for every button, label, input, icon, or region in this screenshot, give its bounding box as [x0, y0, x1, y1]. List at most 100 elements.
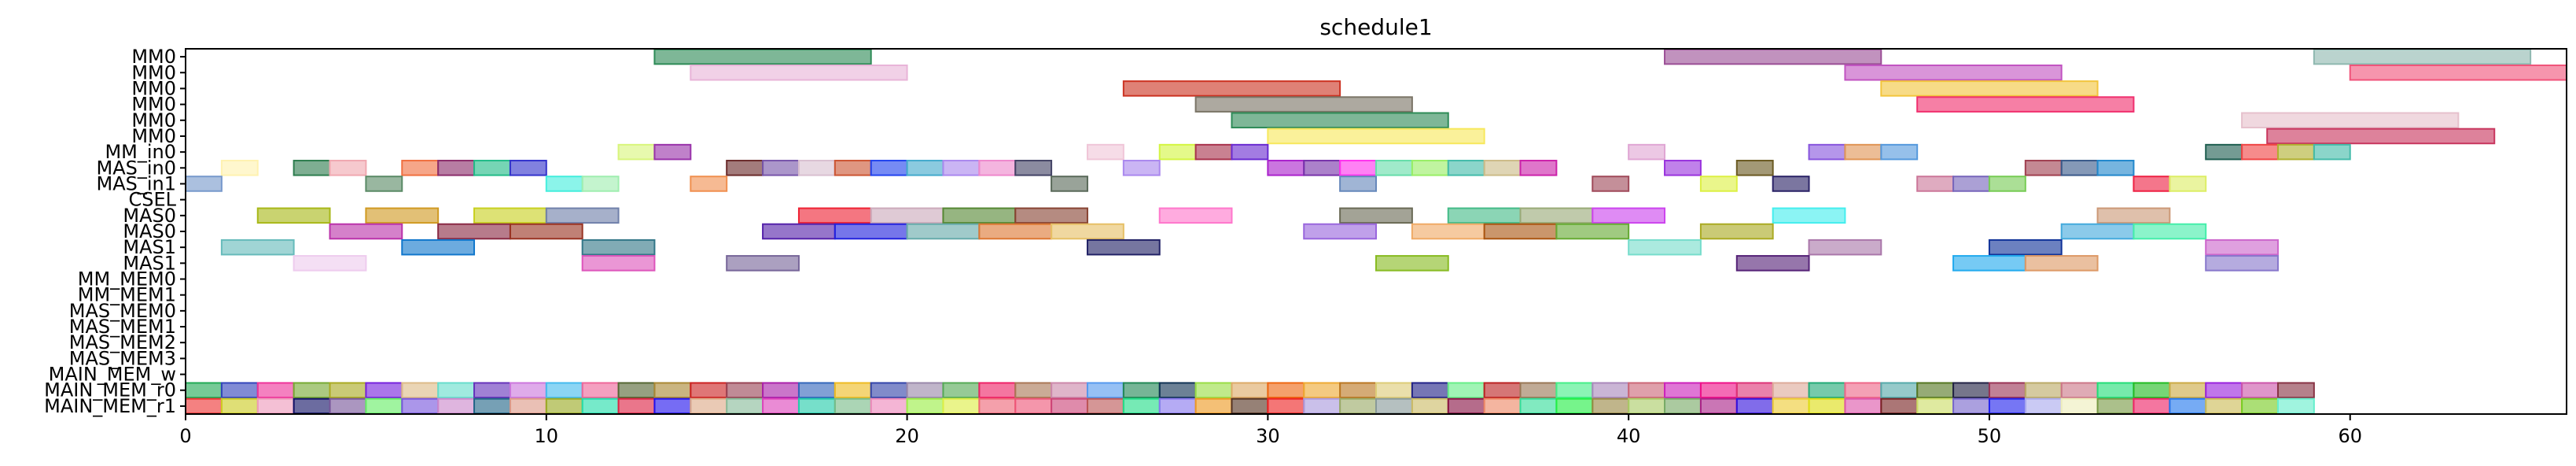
task-bar: [1952, 176, 1990, 192]
task-bar: [581, 239, 656, 256]
task-bar: [329, 223, 403, 240]
y-tick-label: MAS0: [123, 220, 176, 242]
task-bar: [1592, 207, 1666, 224]
task-bar: [834, 160, 872, 176]
task-bar: [1051, 398, 1088, 415]
task-bar: [762, 223, 836, 240]
task-bar: [1411, 160, 1449, 176]
y-tick-label: MAS1: [123, 236, 176, 258]
task-bar: [1447, 382, 1485, 399]
task-bar: [1808, 382, 1846, 399]
y-tick-label: MM_in0: [105, 141, 176, 163]
y-tick-label: MAS_MEM2: [69, 331, 176, 353]
task-bar: [1267, 382, 1305, 399]
task-bar: [834, 398, 872, 415]
task-bar: [1664, 48, 1882, 65]
task-bar: [1952, 255, 2026, 272]
task-bar: [329, 160, 367, 176]
task-bar: [1628, 239, 1702, 256]
task-bar: [1231, 382, 1269, 399]
task-bar: [2096, 160, 2135, 176]
task-bar: [1988, 382, 2026, 399]
task-bar: [1772, 382, 1810, 399]
x-tick-label: 30: [1256, 425, 1280, 447]
task-bar: [1086, 382, 1124, 399]
task-bar: [1916, 382, 1955, 399]
y-tick-label: MAS_MEM1: [69, 316, 176, 338]
task-bar: [437, 160, 476, 176]
task-bar: [2096, 382, 2135, 399]
task-bar: [185, 176, 223, 192]
task-bar: [1375, 398, 1413, 415]
task-bar: [1051, 176, 1088, 192]
task-bar: [1231, 112, 1449, 129]
task-bar: [2276, 382, 2315, 399]
task-bar: [1880, 398, 1919, 415]
y-tick-label: MM0: [131, 61, 176, 83]
task-bar: [473, 207, 547, 224]
task-bar: [1808, 239, 1882, 256]
task-bar: [1231, 143, 1269, 161]
task-bar: [2060, 398, 2099, 415]
task-bar: [2096, 398, 2135, 415]
task-bar: [437, 223, 511, 240]
task-bar: [1483, 398, 1522, 415]
task-bar: [2169, 176, 2207, 192]
task-bar: [942, 160, 981, 176]
task-bar: [1122, 382, 1161, 399]
y-tick-label: CSEL: [128, 189, 176, 211]
task-bar: [1555, 223, 1630, 240]
task-bar: [293, 398, 331, 415]
task-bar: [797, 398, 836, 415]
task-bar: [1447, 207, 1522, 224]
task-bar: [1303, 398, 1341, 415]
task-bar: [1519, 207, 1594, 224]
task-bar: [473, 382, 511, 399]
task-bar: [473, 398, 511, 415]
task-bar: [365, 207, 440, 224]
task-bar: [2266, 128, 2496, 145]
task-bar: [1051, 223, 1124, 240]
task-bar: [1699, 398, 1738, 415]
task-bar: [1772, 176, 1810, 192]
task-bar: [978, 382, 1017, 399]
task-bar: [401, 160, 440, 176]
task-bar: [1339, 160, 1378, 176]
task-bar: [545, 398, 583, 415]
task-bar: [2133, 398, 2171, 415]
task-bar: [1231, 398, 1269, 415]
task-bar: [1555, 398, 1594, 415]
x-axis: 0 10 20 30 40 50 60: [179, 414, 2362, 447]
task-bar: [2205, 143, 2243, 161]
y-tick-label: MM_MEM0: [78, 268, 176, 290]
task-bar: [2169, 398, 2207, 415]
task-bar: [690, 176, 728, 192]
task-bar: [797, 160, 836, 176]
task-bar: [1411, 382, 1449, 399]
task-bar: [581, 176, 620, 192]
task-bar: [942, 398, 981, 415]
task-bar: [2241, 143, 2279, 161]
y-tick-label: MAS_MEM3: [69, 347, 176, 369]
task-bar: [185, 398, 223, 415]
task-bar: [2205, 382, 2243, 399]
task-bar: [2205, 255, 2279, 272]
y-tick-label: MM_MEM1: [78, 284, 176, 306]
task-bar: [2024, 398, 2063, 415]
task-bar: [1339, 207, 1413, 224]
task-bar: [2241, 112, 2460, 129]
task-bar: [1158, 207, 1233, 224]
task-bar: [1844, 398, 1882, 415]
task-bar: [690, 382, 728, 399]
task-bar: [1122, 80, 1341, 97]
task-bar: [2349, 64, 2568, 81]
task-bar: [1411, 398, 1449, 415]
task-bar: [690, 64, 908, 81]
task-bar: [473, 160, 511, 176]
task-bar: [365, 176, 403, 192]
task-bar: [726, 160, 764, 176]
task-bar: [365, 382, 403, 399]
task-bar: [2205, 239, 2279, 256]
task-bar: [762, 160, 800, 176]
task-bar: [1375, 382, 1413, 399]
